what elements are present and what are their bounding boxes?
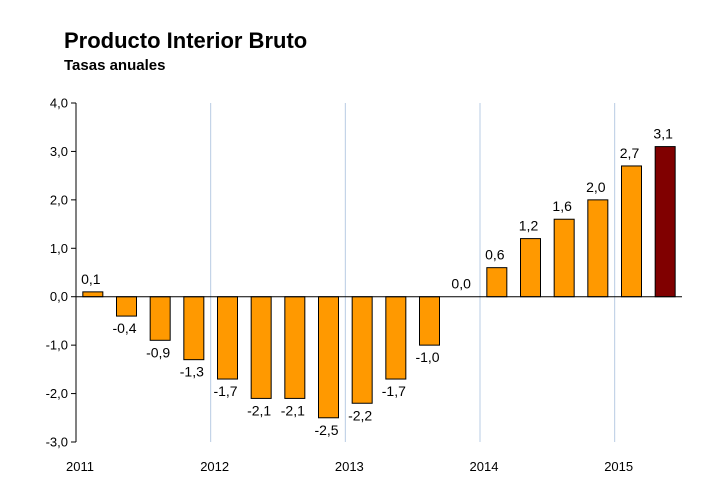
- bar: [385, 296, 407, 380]
- year-label: 2011: [66, 459, 94, 474]
- data-label: -2,2: [348, 407, 372, 423]
- bar: [250, 296, 272, 399]
- bar: [284, 296, 306, 399]
- bar: [183, 296, 205, 361]
- year-label: 2015: [604, 459, 633, 474]
- y-tick-label: 1,0: [50, 241, 68, 256]
- data-label: -2,1: [247, 402, 271, 418]
- data-label: 2,0: [586, 179, 606, 195]
- data-label: -1,0: [415, 349, 439, 365]
- data-label: -1,7: [213, 383, 237, 399]
- y-tick-label: 4,0: [50, 96, 68, 111]
- year-label: 2013: [335, 459, 364, 474]
- y-tick-label: -2,0: [46, 386, 68, 401]
- y-tick-label: -3,0: [46, 435, 68, 450]
- data-label: 1,2: [519, 218, 539, 234]
- data-label: 0,0: [451, 276, 471, 292]
- year-label: 2014: [470, 459, 499, 474]
- bar: [351, 296, 373, 404]
- chart-title: Producto Interior Bruto: [64, 28, 308, 53]
- bar: [82, 291, 104, 298]
- bar: [419, 296, 440, 346]
- chart-subtitle: Tasas anuales: [64, 57, 166, 74]
- data-label: 0,1: [81, 271, 101, 287]
- bar: [217, 296, 238, 380]
- data-label: -2,1: [281, 402, 305, 418]
- y-tick-label: 0,0: [50, 289, 68, 304]
- bar: [621, 165, 642, 298]
- data-label: 3,1: [653, 126, 673, 142]
- data-label: 0,6: [485, 247, 505, 263]
- data-label: -1,7: [382, 383, 406, 399]
- bar: [520, 238, 541, 298]
- bar: [318, 296, 339, 419]
- bar: [553, 218, 575, 298]
- bar: [149, 296, 171, 341]
- data-label: -0,4: [112, 320, 136, 336]
- data-label: -2,5: [314, 422, 338, 438]
- data-label: 2,7: [620, 145, 640, 161]
- bar: [116, 296, 137, 317]
- y-tick-label: -1,0: [46, 338, 68, 353]
- data-label: -1,3: [180, 364, 204, 380]
- bar: [587, 199, 609, 298]
- year-label: 2012: [200, 459, 229, 474]
- data-label: -0,9: [146, 344, 170, 360]
- bar: [486, 267, 508, 298]
- y-tick-label: 3,0: [50, 144, 68, 159]
- y-tick-label: 2,0: [50, 192, 68, 207]
- data-label: 1,6: [552, 198, 572, 214]
- bar: [654, 146, 676, 298]
